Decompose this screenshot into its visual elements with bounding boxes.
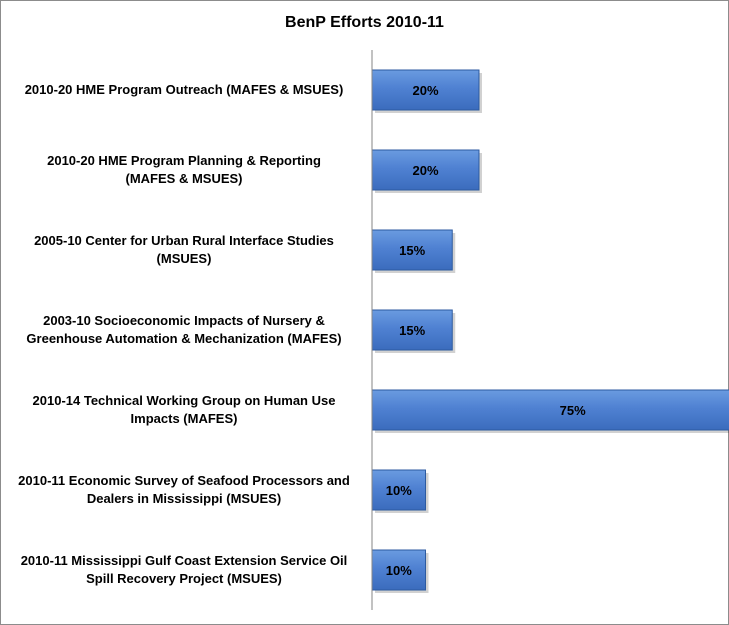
category-label-line: Dealers in Mississippi (MSUES)	[86, 491, 282, 506]
category-label-line: 2003-10 Socioeconomic Impacts of Nursery…	[43, 313, 325, 328]
category-label-line: Impacts (MAFES)	[130, 411, 238, 426]
bar-value-label: 20%	[412, 163, 438, 178]
bar	[371, 69, 480, 111]
bar	[371, 229, 453, 271]
bar-value-label: 15%	[399, 323, 425, 338]
bar-value-label: 75%	[560, 403, 586, 418]
category-label: 2010-11 Economic Survey of Seafood Proce…	[6, 472, 362, 508]
category-label: 2010-20 HME Program Outreach (MAFES & MS…	[6, 81, 362, 99]
category-label-line: 2010-20 HME Program Outreach (MAFES & MS…	[24, 82, 344, 97]
category-label-line: 2010-20 HME Program Planning & Reporting	[47, 153, 321, 168]
bar	[371, 469, 426, 511]
category-label-line: 2010-14 Technical Working Group on Human…	[32, 393, 336, 408]
category-label-line: Spill Recovery Project (MSUES)	[86, 571, 282, 586]
bar-value-label: 10%	[386, 483, 412, 498]
category-label-line: Greenhouse Automation & Mechanization (M…	[26, 331, 342, 346]
bar	[371, 549, 426, 591]
category-label: 2005-10 Center for Urban Rural Interface…	[6, 232, 362, 268]
category-label: 2003-10 Socioeconomic Impacts of Nursery…	[6, 312, 362, 348]
bar-value-label: 20%	[412, 83, 438, 98]
bar	[371, 149, 480, 191]
category-label-line: 2005-10 Center for Urban Rural Interface…	[34, 233, 334, 248]
category-label-line: (MSUES)	[156, 251, 212, 266]
category-label-line: 2010-11 Mississippi Gulf Coast Extension…	[20, 553, 348, 568]
chart-title: BenP Efforts 2010-11	[285, 14, 444, 31]
category-label-line: (MAFES & MSUES)	[125, 171, 243, 186]
bar	[371, 309, 453, 351]
category-label: 2010-14 Technical Working Group on Human…	[6, 392, 362, 428]
bar-value-label: 10%	[386, 563, 412, 578]
category-label-line: 2010-11 Economic Survey of Seafood Proce…	[18, 473, 350, 488]
bar	[371, 389, 729, 431]
category-label: 2010-11 Mississippi Gulf Coast Extension…	[6, 552, 362, 588]
bar-value-label: 15%	[399, 243, 425, 258]
category-label: 2010-20 HME Program Planning & Reporting…	[6, 152, 362, 188]
